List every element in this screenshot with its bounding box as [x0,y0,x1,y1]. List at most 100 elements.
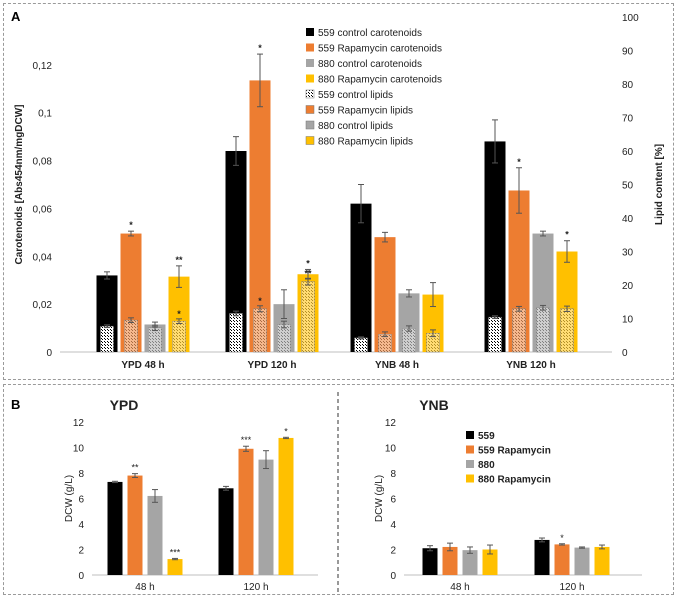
bar-lipid-hatch [512,308,526,352]
y-tick-label: 4 [78,520,84,531]
significance-marker: * [258,296,262,306]
chart-a: A 0 0,02 0,04 0,06 0,08 0,1 0,12 0 10 20 30 40 50 60 70… [11,9,665,371]
bar-lipid-hatch [426,333,440,352]
x-tick-label: YPD 120 h [248,360,297,371]
bar-carotenoid [374,237,396,352]
bar-dcw [238,448,254,575]
legend-swatch [306,59,314,67]
bar-lipid-hatch [172,321,186,352]
bar-carotenoid [484,141,506,352]
y-axis-label: DCW (g/L) [64,475,75,522]
legend-label: 559 Rapamycin [478,446,551,457]
bar-carotenoid [225,151,247,352]
y-tick-label: 8 [390,469,396,480]
bar-lipid [354,337,368,353]
bar-lipid-hatch [148,327,162,352]
y-tick-label: 0 [78,571,84,582]
legend-swatch [305,89,315,99]
x-tick-label: 120 h [243,582,268,593]
y-tick-label: 0,1 [38,109,52,120]
significance-marker: ** [131,463,139,473]
y-tick-label: 0,02 [33,300,53,311]
bar-dcw [278,437,294,575]
bar-lipid-hatch [402,328,416,352]
bar-dcw [554,544,570,575]
bar-dcw [574,547,590,575]
significance-marker: * [129,220,133,230]
legend-swatch [306,43,314,52]
y-tick-label: 8 [78,469,84,480]
chart-title: YPD [110,397,139,413]
significance-marker: * [177,309,181,319]
y2-tick-label: 100 [622,13,639,24]
y-tick-label: 2 [390,546,396,557]
significance-marker: * [258,43,262,53]
bar-dcw [534,539,550,575]
bar-dcw [218,488,234,575]
y2-tick-label: 60 [622,147,634,158]
legend-swatch [306,28,314,36]
significance-marker: *** [170,547,181,557]
legend-swatch [306,74,314,83]
bar-lipid-hatch [301,281,315,352]
legend-swatch [305,136,315,145]
y-tick-label: 0 [46,348,52,359]
panel-a [3,3,674,380]
y2-tick-label: 0 [622,348,628,359]
legend-swatch [466,445,474,454]
y2-axis-label: Lipid content [%] [654,144,665,225]
panel-label-b: B [11,397,20,412]
y-tick-label: 12 [385,418,397,429]
legend-swatch [305,105,315,114]
legend-swatch [466,431,474,439]
panel-label-a: A [11,9,21,24]
bar-dcw [127,475,143,575]
y-tick-label: 6 [78,495,84,506]
bar-dcw [482,549,498,575]
bar-dcw [167,559,183,575]
bar-dcw [422,548,438,575]
y2-tick-label: 30 [622,248,634,259]
legend-label: 559 control lipids [318,90,393,101]
legend-label: 559 Rapamycin carotenoids [318,44,442,55]
bar-lipid-hatch [560,308,574,352]
significance-marker: * [284,426,288,436]
legend-label: 559 control carotenoids [318,28,422,39]
y-tick-label: 0,04 [33,252,53,263]
x-tick-label: 48 h [135,582,154,593]
significance-marker: * [565,230,569,240]
y-tick-label: 2 [78,546,84,557]
y2-tick-label: 90 [622,47,634,58]
bar-dcw [107,481,123,575]
legend-label: 880 control carotenoids [318,59,422,70]
bar-lipid-hatch [378,334,392,352]
legend-label: 880 Rapamycin lipids [318,137,413,148]
y2-tick-label: 50 [622,181,634,192]
bar-dcw [462,550,478,575]
chart-b-ynb: YNB 0 2 4 6 8 10 12 DCW (g/L) 48 h 120 h * 559 559 Ra… [374,397,642,593]
panel-b [3,384,674,595]
y-tick-label: 10 [73,444,85,455]
y-tick-label: 0 [390,571,396,582]
bar-lipid [488,316,502,353]
x-tick-label: YNB 48 h [375,360,419,371]
significance-marker: * [517,157,521,167]
bar-lipid [229,313,243,353]
significance-marker: * [306,258,310,268]
bar-dcw [442,546,458,575]
bar-carotenoid [249,80,271,353]
y2-tick-label: 40 [622,214,634,225]
significance-marker: ** [175,255,183,265]
y-tick-label: 0,06 [33,204,53,215]
significance-marker: * [560,533,564,543]
bar-lipid-hatch [277,324,291,352]
y-tick-label: 12 [73,418,85,429]
bar-lipid-hatch [124,320,138,352]
bar-dcw [594,546,610,575]
legend-label: 880 control lipids [318,121,393,132]
bar-lipid-hatch [253,308,267,352]
y-tick-label: 4 [390,520,396,531]
bar-dcw [147,495,163,575]
